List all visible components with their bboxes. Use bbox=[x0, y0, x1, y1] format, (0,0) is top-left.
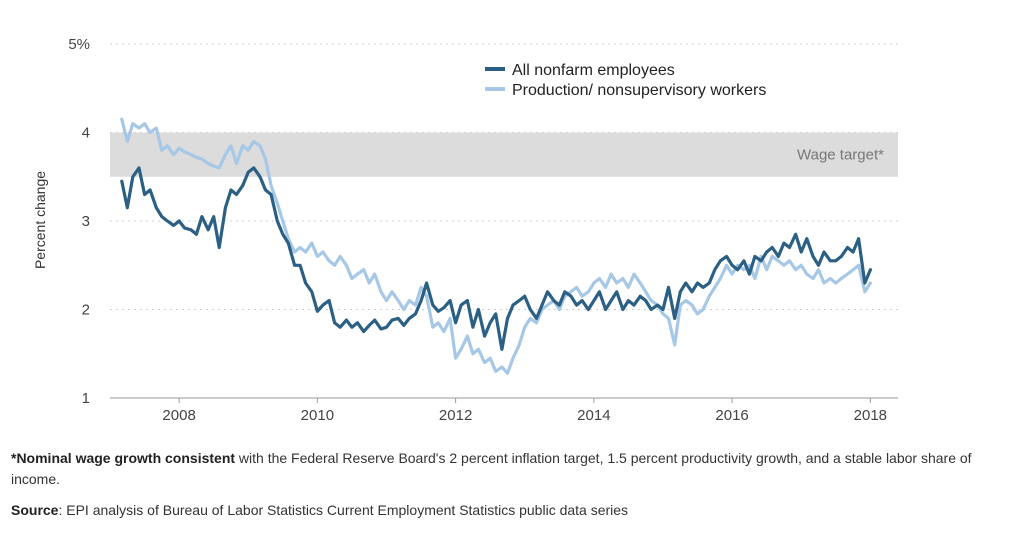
x-tick-label: 2016 bbox=[715, 407, 748, 424]
y-tick-label: 2 bbox=[82, 302, 90, 319]
series-line-all-nonfarm bbox=[120, 166, 872, 351]
legend-label-all-nonfarm: All nonfarm employees bbox=[512, 62, 675, 79]
footnote-bold: *Nominal wage growth consistent bbox=[11, 450, 236, 466]
chart-notes: *Nominal wage growth consistent with the… bbox=[11, 448, 1016, 531]
source-label: Source bbox=[11, 502, 59, 518]
y-axis: 1 2 3 4 5% bbox=[68, 36, 90, 407]
y-tick-label: 4 bbox=[82, 125, 90, 142]
line-chart: Wage target* 2008 2010 2012 2014 2016 2018 1 2… bbox=[32, 36, 898, 424]
y-axis-label: Percent change bbox=[32, 171, 48, 269]
source-text: : EPI analysis of Bureau of Labor Statis… bbox=[58, 502, 629, 518]
x-tick-label: 2014 bbox=[577, 407, 610, 424]
x-tick-label: 2012 bbox=[439, 407, 472, 424]
series-lines bbox=[120, 117, 872, 375]
y-tick-label: 3 bbox=[82, 213, 90, 230]
wage-target-band bbox=[110, 132, 898, 177]
x-axis: 2008 2010 2012 2014 2016 2018 bbox=[110, 397, 898, 424]
y-tick-label: 5% bbox=[68, 36, 90, 53]
x-tick-label: 2008 bbox=[162, 407, 195, 424]
wage-target-label: Wage target* bbox=[797, 147, 884, 164]
source-note: Source: EPI analysis of Bureau of Labor … bbox=[11, 500, 1016, 521]
footnote: *Nominal wage growth consistent with the… bbox=[11, 448, 1016, 490]
x-tick-label: 2010 bbox=[301, 407, 334, 424]
y-tick-label: 1 bbox=[82, 390, 90, 407]
footnote-text: with the Federal Reserve Board's 2 perce… bbox=[11, 450, 972, 487]
legend-label-production: Production/ nonsupervisory workers bbox=[512, 82, 766, 99]
x-tick-label: 2018 bbox=[854, 407, 887, 424]
legend: All nonfarm employees Production/ nonsup… bbox=[485, 62, 766, 99]
